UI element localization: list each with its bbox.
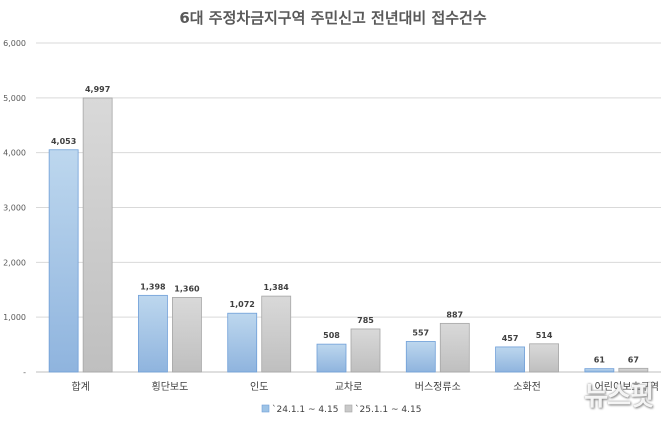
bar-0 — [405, 341, 436, 373]
y-axis-ticks: - 1,000 2,000 3,000 4,000 5,000 6,000 — [3, 39, 26, 377]
category-label: 인도 — [250, 381, 268, 393]
legend: `24.1.1 ~ 4.15 `25.1.1 ~ 4.15 — [261, 404, 421, 415]
data-label: 557 — [412, 328, 429, 337]
bars — [48, 97, 649, 373]
data-label: 514 — [536, 331, 553, 340]
data-label: 1,398 — [140, 282, 166, 291]
y-tick-label: 6,000 — [3, 39, 26, 48]
data-label: 1,384 — [264, 283, 290, 292]
y-tick-label: 5,000 — [3, 94, 26, 103]
y-tick-label: - — [23, 368, 26, 377]
category-label: 어린이보호구역 — [595, 381, 659, 393]
legend-label: `25.1.1 ~ 4.15 — [355, 404, 421, 415]
data-labels: 4,053 4,997 1,398 1,360 1,072 1,384 508 785 557 8… — [51, 85, 639, 365]
bar-1 — [439, 322, 470, 373]
bar-1 — [82, 97, 113, 373]
category-label: 교차로 — [335, 381, 363, 393]
bar-1 — [529, 343, 559, 373]
bar-0 — [138, 294, 168, 373]
category-label: 횡단보도 — [152, 381, 189, 393]
y-tick-label: 2,000 — [3, 258, 26, 267]
x-axis-categories: 합계 횡단보도 인도 교차로 버스정류소 소화전 어린이보호구역 — [71, 381, 659, 393]
bar-1 — [261, 295, 292, 373]
bar-0 — [316, 343, 347, 373]
data-label: 4,053 — [51, 137, 76, 146]
legend-swatch — [344, 404, 353, 413]
legend-label: `24.1.1 ~ 4.15 — [272, 404, 338, 415]
chart-title: 6대 주정차금지구역 주민신고 전년대비 접수건수 — [179, 9, 487, 27]
bar-1 — [172, 297, 202, 373]
category-label: 합계 — [71, 381, 89, 393]
category-label: 소화전 — [513, 381, 541, 393]
data-label: 61 — [594, 356, 606, 365]
bar-0 — [227, 312, 258, 373]
category-label: 버스정류소 — [415, 381, 461, 393]
bar-0 — [495, 346, 525, 373]
data-label: 457 — [502, 334, 519, 343]
y-tick-label: 4,000 — [3, 149, 26, 158]
bar-0 — [48, 149, 79, 373]
data-label: 67 — [628, 355, 639, 364]
data-label: 4,997 — [85, 85, 110, 94]
gridlines — [36, 42, 661, 373]
legend-swatch — [261, 404, 270, 413]
bar-1 — [350, 328, 381, 373]
bar-0 — [584, 368, 615, 373]
data-label: 785 — [357, 316, 374, 325]
data-label: 508 — [323, 331, 340, 340]
y-tick-label: 1,000 — [3, 313, 26, 322]
data-label: 887 — [446, 310, 463, 319]
data-label: 1,360 — [174, 284, 200, 293]
y-tick-label: 3,000 — [3, 204, 26, 213]
bar-1 — [618, 367, 649, 373]
data-label: 1,072 — [230, 300, 255, 309]
